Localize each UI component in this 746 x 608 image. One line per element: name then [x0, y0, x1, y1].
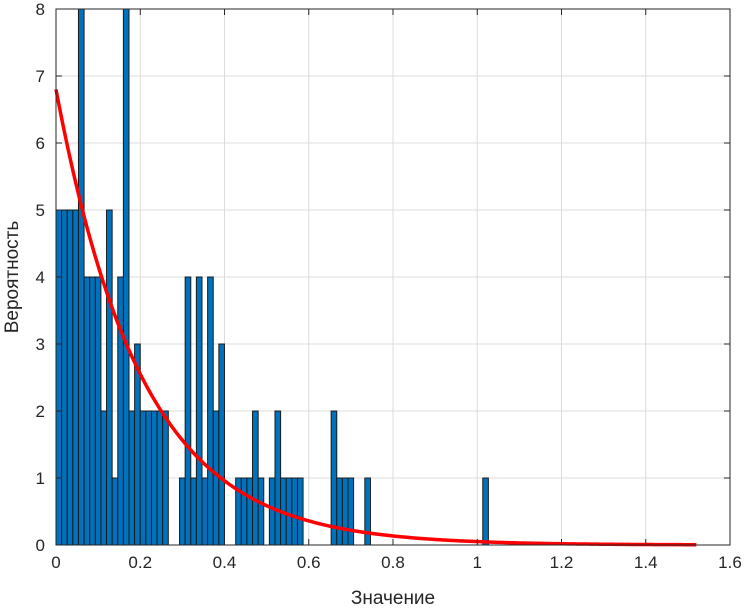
x-axis-title: Значение	[351, 588, 435, 608]
histogram-bar	[117, 276, 124, 546]
histogram-bar	[257, 477, 265, 546]
x-tick-label: 0	[51, 553, 60, 572]
histogram-bar	[122, 8, 130, 546]
histogram-bar	[285, 477, 293, 546]
y-tick-label: 4	[36, 268, 45, 287]
histogram-bar	[150, 410, 158, 546]
histogram-bar	[66, 209, 74, 546]
histogram-bar	[100, 410, 108, 546]
y-tick-labels: 0 1 2 3 4 5 6 7 8	[36, 0, 45, 555]
histogram-bar	[128, 410, 136, 546]
histogram-bar	[207, 276, 214, 546]
histogram-bar	[296, 477, 304, 546]
histogram-bar	[482, 477, 489, 546]
histogram-bar	[111, 477, 119, 546]
x-tick-label: 0.6	[297, 553, 321, 572]
x-tick-label: 1.2	[550, 553, 574, 572]
histogram-bar	[94, 276, 102, 546]
histogram-bar	[218, 343, 225, 546]
fit-curve	[54, 89, 697, 547]
y-tick-label: 7	[36, 67, 45, 86]
histogram-bar	[83, 276, 91, 546]
histogram-bar	[195, 276, 203, 546]
histogram-bar	[162, 410, 169, 546]
histogram-bar	[145, 410, 152, 546]
x-tick-label: 1.6	[718, 553, 742, 572]
y-tick-label: 5	[36, 201, 45, 220]
histogram-bar	[72, 209, 79, 546]
histogram-bar	[106, 209, 113, 546]
y-tick-label: 6	[36, 134, 45, 153]
x-tick-label: 1	[473, 553, 482, 572]
x-tick-labels: 0 0.2 0.4 0.6 0.8 1 1.2 1.4 1.6	[51, 553, 742, 572]
x-tick-label: 0.2	[128, 553, 152, 572]
histogram-bars	[55, 8, 489, 546]
histogram-bar	[61, 209, 68, 546]
histogram-bar	[336, 477, 343, 546]
histogram-bar	[179, 477, 186, 546]
histogram-bar	[252, 410, 259, 546]
histogram-bar	[184, 276, 192, 546]
histogram-bar	[156, 410, 164, 546]
histogram-bar	[201, 477, 209, 546]
histogram-bar	[364, 477, 371, 546]
histogram-bar	[77, 8, 85, 546]
x-tick-label: 1.4	[634, 553, 658, 572]
histogram-bar	[246, 477, 254, 546]
histogram-bar	[139, 410, 147, 546]
histogram-bar	[190, 477, 197, 546]
histogram-bar	[55, 209, 63, 546]
y-tick-label: 8	[36, 0, 45, 19]
y-axis-title: Вероятность	[2, 221, 23, 334]
y-tick-label: 3	[36, 335, 45, 354]
histogram-bar	[341, 477, 349, 546]
y-tick-label: 2	[36, 402, 45, 421]
histogram-bar	[274, 410, 282, 546]
x-tick-label: 0.4	[213, 553, 237, 572]
y-tick-label: 0	[36, 536, 45, 555]
histogram-bar	[240, 477, 248, 546]
histogram-bar	[268, 477, 276, 546]
axis-ticks	[55, 8, 731, 546]
y-tick-label: 1	[36, 469, 45, 488]
histogram-bar	[291, 477, 298, 546]
histogram-bar	[347, 477, 355, 546]
x-tick-label: 0.8	[381, 553, 405, 572]
histogram-bar	[89, 276, 96, 546]
